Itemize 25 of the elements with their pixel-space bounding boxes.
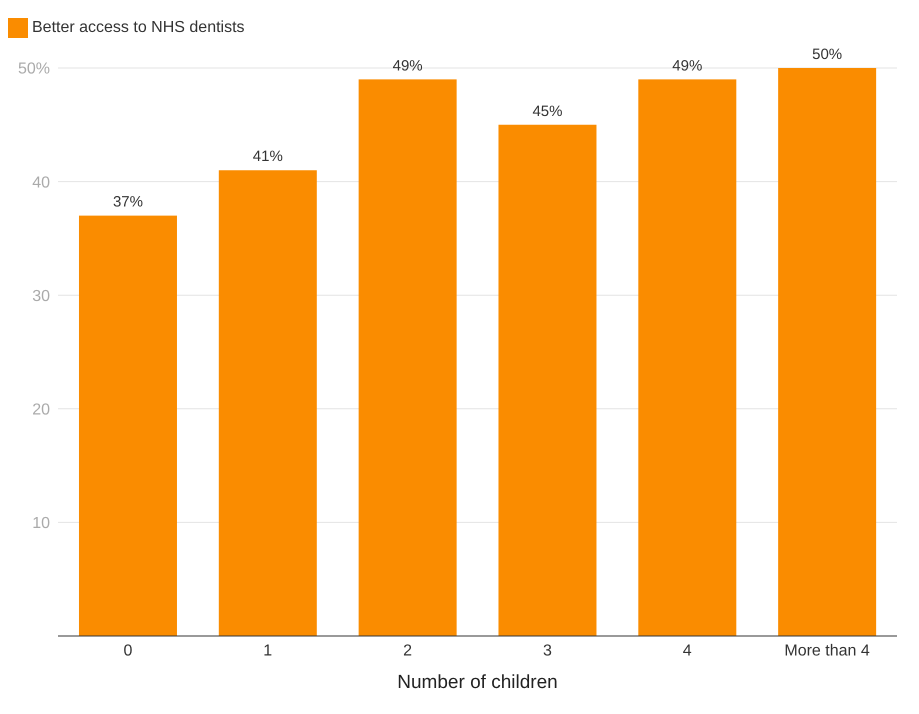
y-tick-label: 30 [32, 288, 50, 305]
x-tick-label: 0 [123, 642, 132, 660]
data-label: 50% [812, 46, 842, 63]
x-tick-label: 1 [263, 642, 272, 660]
y-tick-label: 10 [32, 515, 50, 532]
x-tick-label: 3 [542, 642, 552, 660]
data-label: 49% [392, 57, 423, 74]
data-label: 37% [112, 194, 143, 211]
x-tick-label: 4 [682, 642, 692, 660]
bar [778, 68, 876, 636]
y-tick-label: 20 [32, 401, 50, 418]
bar [358, 79, 457, 636]
x-tick-label: More than 4 [784, 642, 870, 660]
bar [78, 216, 177, 636]
y-tick-label: 50% [18, 60, 50, 78]
bar [498, 124, 596, 636]
x-axis-title: Number of children [397, 672, 558, 693]
bar [218, 170, 317, 636]
data-label: 41% [252, 148, 283, 166]
legend-label: Better access to NHS dentists [32, 19, 245, 36]
bar [638, 79, 736, 636]
y-tick-label: 40 [32, 174, 50, 192]
data-label: 49% [672, 57, 702, 74]
data-label: 45% [532, 102, 562, 120]
x-tick-label: 2 [403, 642, 412, 660]
